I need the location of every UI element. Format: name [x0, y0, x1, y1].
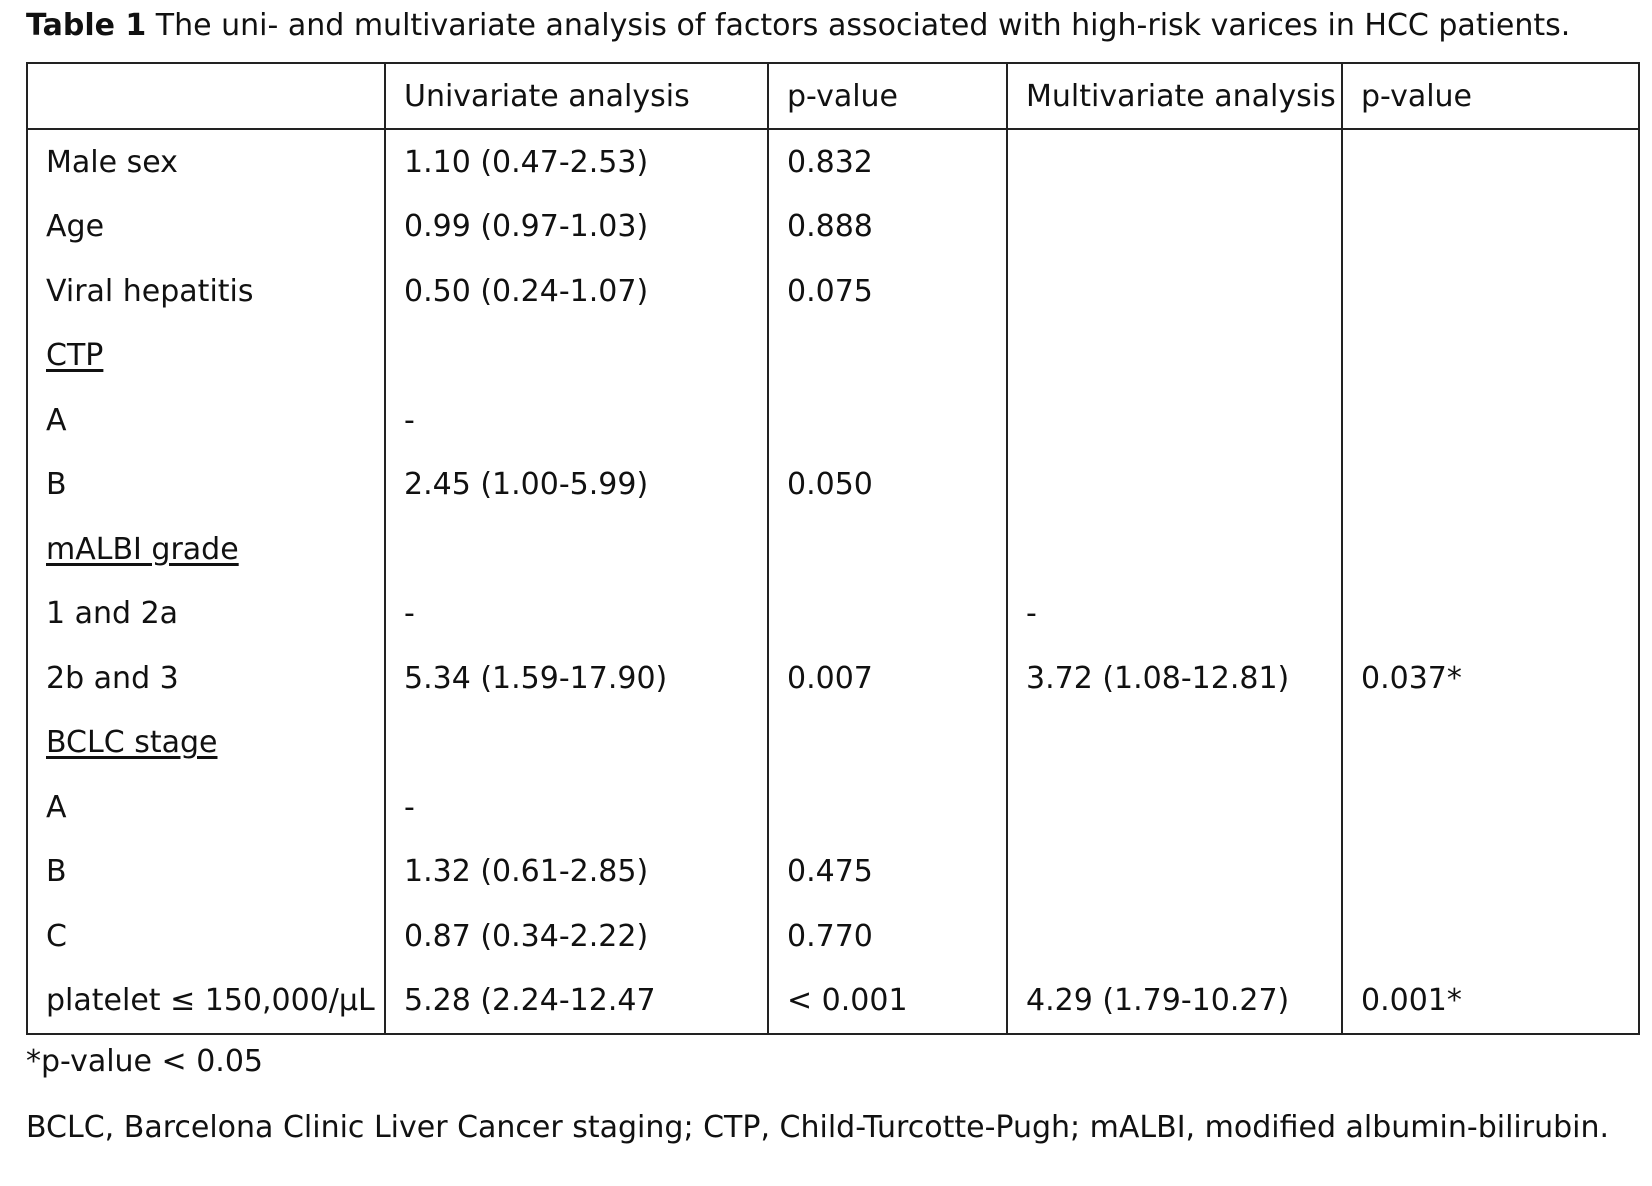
- row-group-heading: BCLC stage: [26, 710, 386, 775]
- row-multivariate-p: 0.037*: [1341, 646, 1640, 711]
- row-group-heading: mALBI grade: [26, 517, 386, 582]
- table-row: BCLC stage: [26, 710, 1640, 775]
- table-row: 2b and 3 5.34 (1.59-17.90) 0.007 3.72 (1…: [26, 646, 1640, 711]
- row-univariate: 0.99 (0.97-1.03): [384, 194, 769, 259]
- row-factor: Age: [26, 194, 386, 259]
- row-univariate-p: 0.075: [767, 259, 1008, 324]
- row-factor: 1 and 2a: [26, 581, 386, 646]
- row-multivariate: 3.72 (1.08-12.81): [1006, 646, 1343, 711]
- row-multivariate-p: [1341, 323, 1640, 388]
- row-univariate: -: [384, 581, 769, 646]
- row-factor: Viral hepatitis: [26, 259, 386, 324]
- row-univariate-p: 0.888: [767, 194, 1008, 259]
- table-row: platelet ≤ 150,000/μL 5.28 (2.24-12.47 <…: [26, 968, 1640, 1034]
- row-univariate: 1.32 (0.61-2.85): [384, 839, 769, 904]
- row-multivariate: [1006, 194, 1343, 259]
- row-multivariate-p: [1341, 452, 1640, 517]
- table-row: B 2.45 (1.00-5.99) 0.050: [26, 452, 1640, 517]
- row-multivariate: [1006, 710, 1343, 775]
- column-header-univariate: Univariate analysis: [384, 63, 769, 130]
- row-univariate: 0.87 (0.34-2.22): [384, 904, 769, 969]
- table-row: CTP: [26, 323, 1640, 388]
- table-caption: Table 1 The uni- and multivariate analys…: [26, 6, 1570, 46]
- row-factor: C: [26, 904, 386, 969]
- row-multivariate: [1006, 388, 1343, 453]
- row-factor: A: [26, 388, 386, 453]
- footnote-abbreviations: BCLC, Barcelona Clinic Liver Cancer stag…: [26, 1110, 1610, 1145]
- row-factor: B: [26, 839, 386, 904]
- row-univariate-p: [767, 323, 1008, 388]
- column-header-univariate-p: p-value: [767, 63, 1008, 130]
- row-univariate-p: < 0.001: [767, 968, 1008, 1034]
- row-factor: platelet ≤ 150,000/μL: [26, 968, 386, 1034]
- row-univariate-p: [767, 388, 1008, 453]
- table-row: B 1.32 (0.61-2.85) 0.475: [26, 839, 1640, 904]
- row-univariate-p: 0.770: [767, 904, 1008, 969]
- footnote-significance: *p-value < 0.05: [26, 1044, 264, 1079]
- row-multivariate: [1006, 904, 1343, 969]
- row-multivariate-p: [1341, 904, 1640, 969]
- column-header-factor: [26, 63, 386, 130]
- row-univariate: 1.10 (0.47-2.53): [384, 129, 769, 195]
- row-multivariate-p: [1341, 710, 1640, 775]
- row-univariate-p: [767, 710, 1008, 775]
- row-univariate: -: [384, 388, 769, 453]
- row-univariate: -: [384, 775, 769, 840]
- column-header-multivariate-p: p-value: [1341, 63, 1640, 130]
- row-univariate-p: 0.475: [767, 839, 1008, 904]
- row-multivariate-p: [1341, 129, 1640, 195]
- table-row: A -: [26, 775, 1640, 840]
- table-row: C 0.87 (0.34-2.22) 0.770: [26, 904, 1640, 969]
- row-multivariate-p: [1341, 581, 1640, 646]
- row-univariate-p: [767, 775, 1008, 840]
- table-row: A -: [26, 388, 1640, 453]
- row-multivariate: 4.29 (1.79-10.27): [1006, 968, 1343, 1034]
- column-header-multivariate: Multivariate analysis: [1006, 63, 1343, 130]
- row-factor: A: [26, 775, 386, 840]
- row-multivariate-p: [1341, 388, 1640, 453]
- table-row: Age 0.99 (0.97-1.03) 0.888: [26, 194, 1640, 259]
- row-multivariate: [1006, 129, 1343, 195]
- row-multivariate-p: [1341, 775, 1640, 840]
- row-factor: Male sex: [26, 129, 386, 195]
- row-univariate: [384, 710, 769, 775]
- row-multivariate: [1006, 323, 1343, 388]
- row-multivariate-p: [1341, 259, 1640, 324]
- table-row: 1 and 2a - -: [26, 581, 1640, 646]
- row-multivariate-p: [1341, 517, 1640, 582]
- row-multivariate-p: [1341, 839, 1640, 904]
- row-multivariate: [1006, 775, 1343, 840]
- row-group-heading: CTP: [26, 323, 386, 388]
- row-multivariate: [1006, 259, 1343, 324]
- row-factor: B: [26, 452, 386, 517]
- table-caption-label: Table 1: [26, 8, 147, 43]
- table-caption-text: The uni- and multivariate analysis of fa…: [146, 8, 1571, 43]
- table-header-row: Univariate analysis p-value Multivariate…: [26, 63, 1640, 130]
- row-univariate: [384, 323, 769, 388]
- row-univariate-p: [767, 581, 1008, 646]
- row-univariate: [384, 517, 769, 582]
- row-univariate-p: 0.007: [767, 646, 1008, 711]
- row-univariate-p: [767, 517, 1008, 582]
- row-univariate: 5.28 (2.24-12.47: [384, 968, 769, 1034]
- row-multivariate-p: 0.001*: [1341, 968, 1640, 1034]
- row-multivariate-p: [1341, 194, 1640, 259]
- row-multivariate: [1006, 517, 1343, 582]
- row-univariate: 2.45 (1.00-5.99): [384, 452, 769, 517]
- row-multivariate: [1006, 452, 1343, 517]
- row-univariate: 0.50 (0.24-1.07): [384, 259, 769, 324]
- table-row: Viral hepatitis 0.50 (0.24-1.07) 0.075: [26, 259, 1640, 324]
- row-univariate-p: 0.050: [767, 452, 1008, 517]
- row-univariate: 5.34 (1.59-17.90): [384, 646, 769, 711]
- row-factor: 2b and 3: [26, 646, 386, 711]
- table-row: mALBI grade: [26, 517, 1640, 582]
- row-multivariate: [1006, 839, 1343, 904]
- table-row: Male sex 1.10 (0.47-2.53) 0.832: [26, 129, 1640, 195]
- row-univariate-p: 0.832: [767, 129, 1008, 195]
- row-multivariate: -: [1006, 581, 1343, 646]
- results-table: Univariate analysis p-value Multivariate…: [26, 62, 1640, 1035]
